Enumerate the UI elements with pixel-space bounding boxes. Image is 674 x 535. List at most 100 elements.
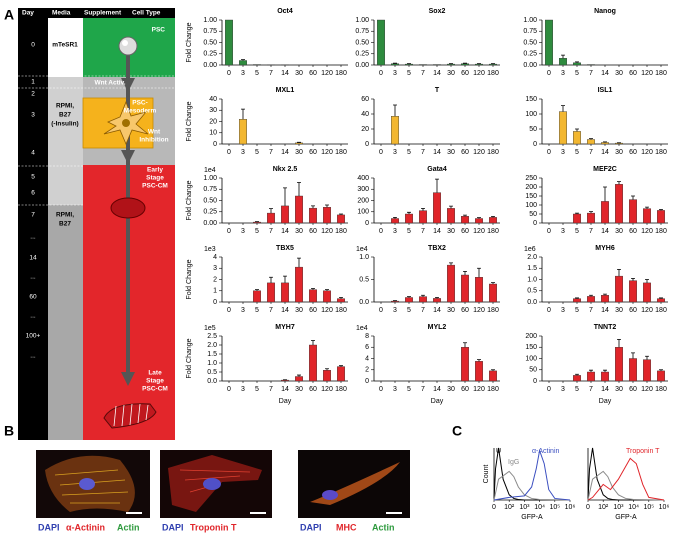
x-tick-label: 5 <box>575 307 579 314</box>
y-tick-label: 0 <box>533 378 537 385</box>
error-bar <box>421 207 425 211</box>
y-tick-label: 1 <box>213 288 217 295</box>
day: 6 <box>31 190 35 197</box>
bar <box>573 213 581 224</box>
y-tick-label: 0 <box>365 378 369 385</box>
x-tick-label: 14 <box>601 386 609 393</box>
timeline: Day Media Supplement Cell Type 0 1 2 3 4… <box>18 8 175 440</box>
y-tick-label: 400 <box>357 175 369 182</box>
error-bar <box>297 141 301 143</box>
x-tick-label: 3 <box>393 386 397 393</box>
error-bar <box>283 187 287 206</box>
x-tick-label: 60 <box>629 228 637 235</box>
error-bar <box>645 206 649 209</box>
x-tick-label: 120 <box>473 149 485 156</box>
error-bar <box>491 282 495 284</box>
x-tick-label: 30 <box>615 70 623 77</box>
x-tick-label: 3 <box>241 307 245 314</box>
x-tick-label: 180 <box>335 149 347 156</box>
error-bar <box>325 289 329 291</box>
x-tick-label: 180 <box>335 228 347 235</box>
bar <box>309 344 317 382</box>
x-tick-label: 60 <box>309 307 317 314</box>
y-tick-label: 100 <box>525 202 537 209</box>
y-tick-label: 100 <box>525 355 537 362</box>
chart-title: MYH6 <box>595 245 615 252</box>
bar <box>281 282 289 303</box>
axis-exponent: 1e3 <box>204 246 216 253</box>
y-tick-label: 4 <box>213 254 217 261</box>
y-tick-label: 1.00 <box>355 17 369 24</box>
arrowhead <box>121 78 135 92</box>
x-tick-label: 60 <box>629 307 637 314</box>
bar <box>391 300 399 303</box>
x-tick-label: 10² <box>598 504 609 511</box>
x-tick-label: 5 <box>255 228 259 235</box>
bar <box>295 142 303 145</box>
error-bar <box>603 293 607 296</box>
y-tick-label: 150 <box>525 344 537 351</box>
day: 5 <box>31 174 35 181</box>
y-tick-label: 0.5 <box>527 288 537 295</box>
error-bar <box>463 271 467 275</box>
error-bar <box>603 186 607 202</box>
x-tick-label: 14 <box>433 307 441 314</box>
stain-label: DAPI <box>300 522 322 532</box>
x-tick-label: 0 <box>547 228 551 235</box>
x-tick-label: 180 <box>655 149 667 156</box>
bar <box>461 63 469 66</box>
error-bar <box>575 212 579 214</box>
chart-title: MYH7 <box>275 324 295 331</box>
error-bar <box>449 262 453 266</box>
error-bar <box>491 216 495 218</box>
x-axis-label: Day <box>599 398 612 405</box>
media-block <box>48 18 83 77</box>
stage: PSC- <box>132 100 148 107</box>
y-tick-label: 0 <box>533 220 537 227</box>
x-tick-label: 5 <box>255 149 259 156</box>
bar <box>601 295 609 303</box>
y-tick-label: 0.25 <box>523 51 537 58</box>
x-tick-label: 7 <box>421 228 425 235</box>
chart-title: TBX2 <box>428 245 446 252</box>
bar <box>323 207 331 224</box>
x-tick-label: 60 <box>629 149 637 156</box>
bar <box>281 379 289 382</box>
x-tick-label: 7 <box>269 386 273 393</box>
error-bar <box>421 294 425 297</box>
chart-title: TBX5 <box>276 245 294 252</box>
stage: Late <box>148 370 162 377</box>
x-tick-label: 5 <box>407 386 411 393</box>
y-tick-label: 1.00 <box>203 175 217 182</box>
x-tick-label: 10³ <box>613 504 624 511</box>
error-bar <box>659 209 663 211</box>
x-tick-label: 120 <box>321 70 333 77</box>
x-tick-label: 3 <box>393 228 397 235</box>
y-tick-label: 0 <box>213 299 217 306</box>
y-tick-label: 50 <box>529 367 537 374</box>
day: 4 <box>31 150 35 157</box>
error-bar <box>631 277 635 281</box>
x-tick-label: 5 <box>575 70 579 77</box>
y-tick-label: 0.00 <box>203 62 217 69</box>
x-tick-label: 3 <box>241 386 245 393</box>
stage: PSC <box>152 27 166 34</box>
bar <box>489 217 497 224</box>
day: 1 <box>31 79 35 86</box>
y-tick-label: 0.75 <box>355 28 369 35</box>
x-tick-label: 30 <box>615 307 623 314</box>
error-bar <box>575 297 579 299</box>
y-tick-label: 300 <box>357 186 369 193</box>
media: RPMI, <box>56 212 74 219</box>
error-bar <box>407 211 411 214</box>
x-tick-label: 14 <box>433 228 441 235</box>
bar <box>657 210 665 224</box>
histogram-line <box>493 448 571 501</box>
error-bar <box>393 104 397 117</box>
error-bar <box>339 365 343 367</box>
y-tick-label: 3 <box>213 265 217 272</box>
y-tick-label: 250 <box>525 175 537 182</box>
bar <box>615 275 623 303</box>
x-tick-label: 0 <box>227 307 231 314</box>
